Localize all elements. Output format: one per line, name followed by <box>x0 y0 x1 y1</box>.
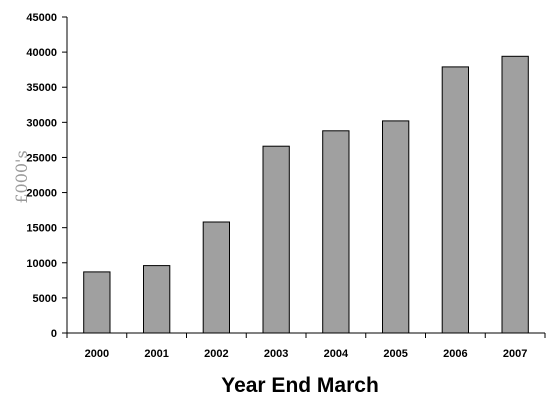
y-axis-title: £000's <box>12 150 31 203</box>
y-tick-label: 35000 <box>26 82 57 94</box>
y-axis: 0 5000 10000 15000 20000 25000 30000 35000 40000… <box>26 12 68 340</box>
x-tick-label: 2002 <box>204 348 228 360</box>
y-tick-label: 10000 <box>26 258 57 270</box>
x-tick-label: 2005 <box>383 348 407 360</box>
bar-2007 <box>501 55 529 334</box>
bar-2003 <box>262 145 290 334</box>
x-axis-title: Year End March <box>221 374 379 394</box>
bar-2006 <box>441 66 470 334</box>
bar-2001 <box>143 265 171 334</box>
y-tick-label: 0 <box>51 328 57 340</box>
x-tick-label: 2001 <box>144 348 168 360</box>
y-tick-label: 45000 <box>26 12 57 24</box>
bar-2004 <box>322 130 350 334</box>
bars-group <box>83 55 529 334</box>
y-tick-label: 25000 <box>26 152 57 164</box>
x-tick-label: 2004 <box>324 348 349 360</box>
x-tick-label: 2007 <box>503 348 527 360</box>
y-tick-label: 40000 <box>26 47 57 59</box>
y-tick-label: 15000 <box>26 223 57 235</box>
bar-2002 <box>202 221 230 334</box>
x-tick-label: 2003 <box>264 348 288 360</box>
y-tick-label: 5000 <box>33 293 57 305</box>
bar-2000 <box>83 271 111 334</box>
x-tick-label: 2006 <box>443 348 467 360</box>
y-tick-label: 20000 <box>26 188 57 200</box>
x-axis: 2000 2001 2002 2003 2004 2005 2006 2007 <box>66 332 546 360</box>
bar-2005 <box>382 120 410 334</box>
x-tick-label: 2000 <box>85 348 109 360</box>
y-tick-label: 30000 <box>26 117 57 129</box>
